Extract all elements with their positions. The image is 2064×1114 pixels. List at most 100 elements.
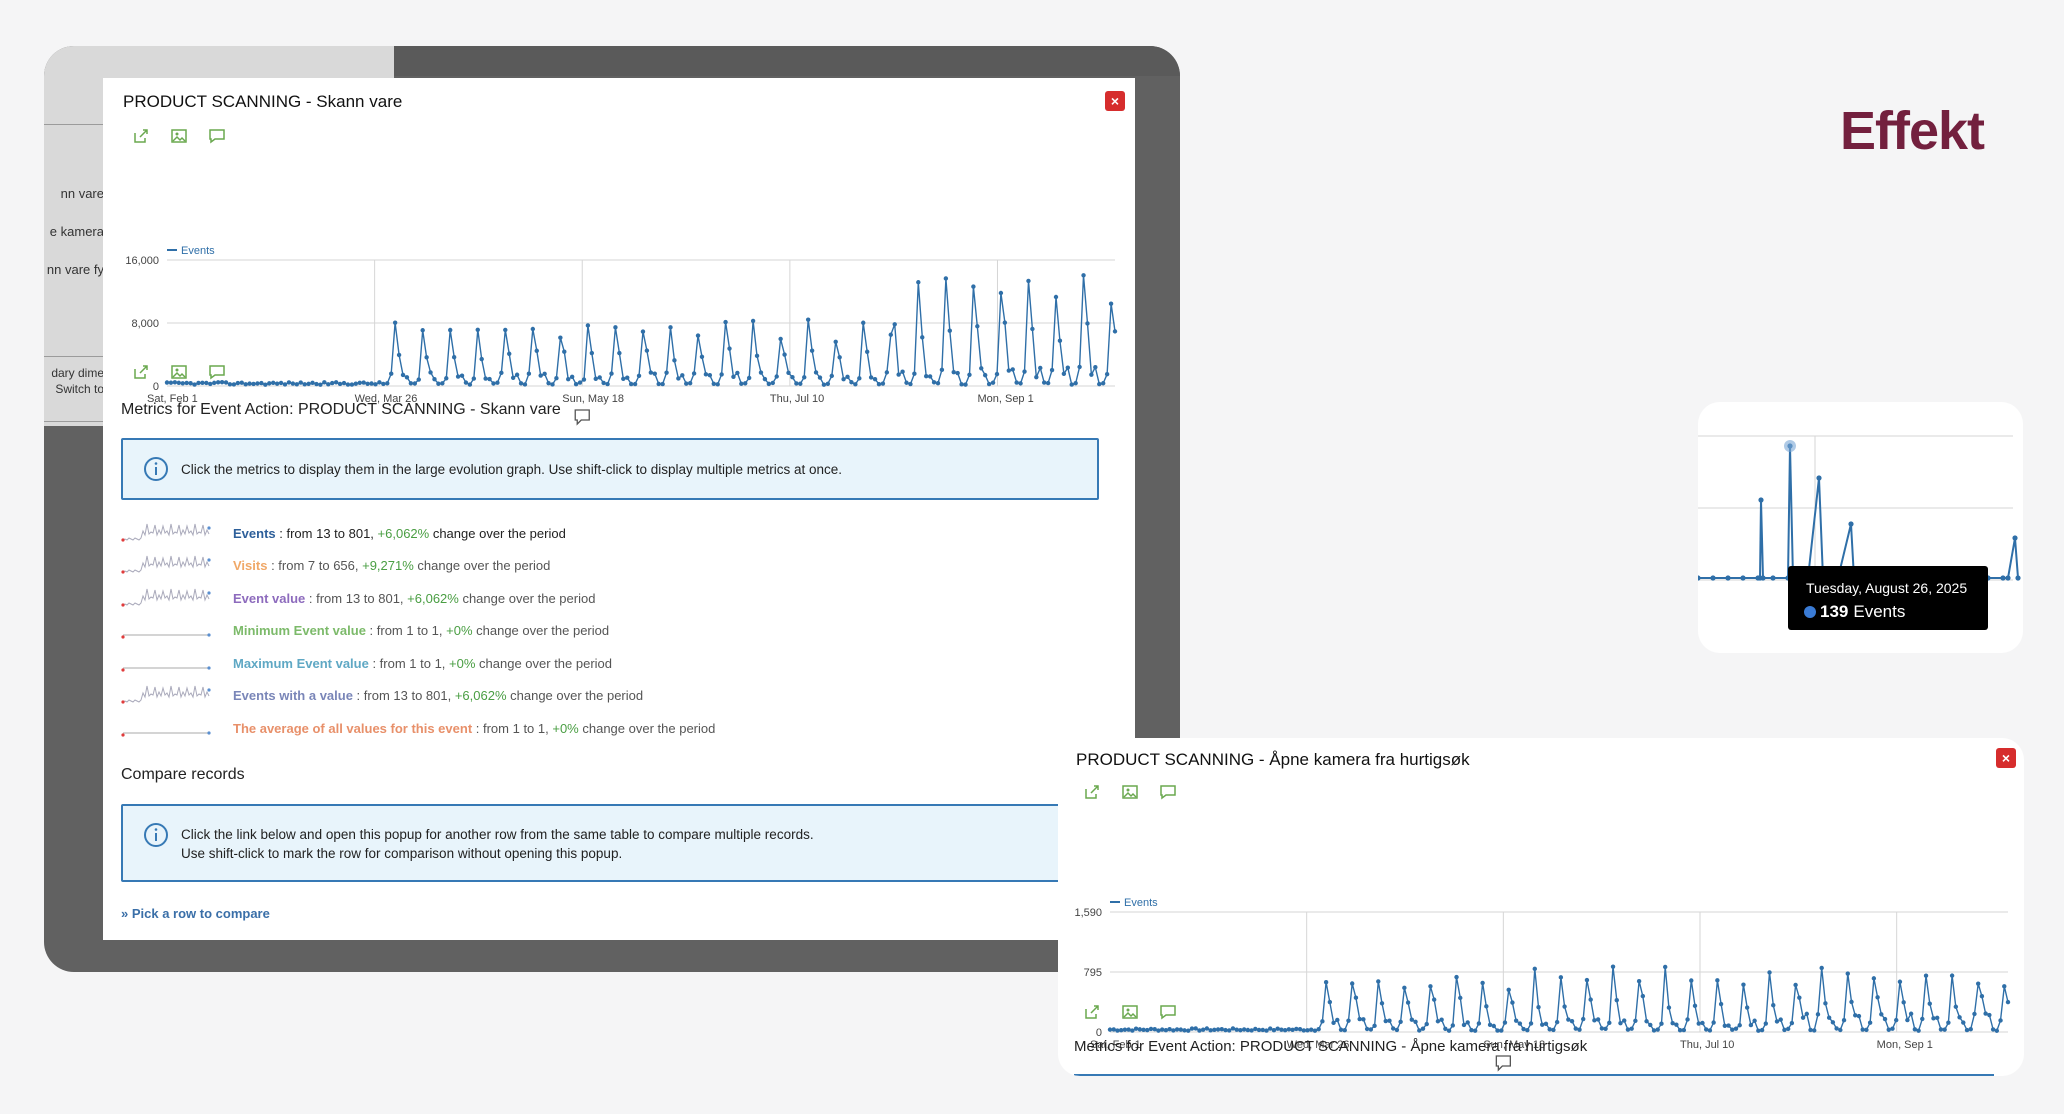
data-point[interactable] bbox=[1045, 380, 1051, 386]
data-point[interactable] bbox=[864, 349, 870, 354]
data-point[interactable] bbox=[695, 333, 701, 338]
data-point[interactable] bbox=[420, 328, 425, 333]
data-point[interactable] bbox=[1171, 1028, 1176, 1033]
close-button[interactable]: × bbox=[1996, 748, 2016, 768]
data-point[interactable] bbox=[192, 382, 197, 387]
data-point[interactable] bbox=[1241, 1027, 1247, 1032]
data-point[interactable] bbox=[786, 370, 791, 376]
data-point[interactable] bbox=[900, 369, 905, 374]
data-point[interactable] bbox=[809, 348, 815, 353]
data-point[interactable] bbox=[1666, 1005, 1672, 1010]
data-point[interactable] bbox=[794, 381, 799, 386]
data-point[interactable] bbox=[1733, 1026, 1739, 1031]
data-point[interactable] bbox=[986, 381, 992, 387]
data-point[interactable] bbox=[208, 381, 213, 387]
data-point[interactable] bbox=[691, 371, 697, 376]
data-point[interactable] bbox=[1808, 1027, 1813, 1033]
data-point[interactable] bbox=[963, 382, 968, 387]
data-point[interactable] bbox=[341, 380, 347, 386]
data-point[interactable] bbox=[546, 380, 551, 386]
data-point[interactable] bbox=[487, 376, 492, 382]
data-point[interactable] bbox=[617, 350, 622, 356]
data-point[interactable] bbox=[774, 374, 779, 379]
data-point[interactable] bbox=[1525, 1027, 1530, 1033]
data-point[interactable] bbox=[1461, 1022, 1467, 1028]
data-point[interactable] bbox=[1797, 995, 1802, 1000]
data-point[interactable] bbox=[1521, 1026, 1526, 1032]
metric-sparkline[interactable] bbox=[121, 617, 211, 643]
data-point[interactable] bbox=[1081, 273, 1086, 278]
data-point[interactable] bbox=[601, 380, 606, 386]
data-point[interactable] bbox=[1320, 1019, 1325, 1024]
data-point[interactable] bbox=[652, 371, 657, 376]
data-point[interactable] bbox=[1034, 374, 1039, 380]
data-point[interactable] bbox=[1364, 1026, 1370, 1032]
data-point[interactable] bbox=[1387, 1018, 1392, 1023]
data-point[interactable] bbox=[538, 373, 543, 378]
data-point[interactable] bbox=[1994, 1028, 2000, 1033]
data-point[interactable] bbox=[1305, 1028, 1310, 1033]
data-point[interactable] bbox=[1480, 980, 1485, 986]
data-point[interactable] bbox=[1376, 979, 1381, 984]
data-point[interactable] bbox=[589, 350, 595, 356]
data-point[interactable] bbox=[975, 324, 980, 329]
data-point[interactable] bbox=[778, 336, 783, 342]
data-point[interactable] bbox=[345, 382, 351, 387]
data-point[interactable] bbox=[1368, 1027, 1374, 1032]
data-point[interactable] bbox=[1245, 1027, 1251, 1033]
data-point[interactable] bbox=[1864, 1027, 1869, 1033]
data-point[interactable] bbox=[632, 381, 638, 387]
data-point[interactable] bbox=[790, 374, 795, 380]
data-point[interactable] bbox=[1112, 329, 1118, 334]
data-point[interactable] bbox=[935, 381, 941, 386]
data-point[interactable] bbox=[1390, 1026, 1396, 1031]
data-point[interactable] bbox=[1108, 301, 1114, 306]
data-point[interactable] bbox=[1614, 997, 1619, 1003]
data-point[interactable] bbox=[1547, 1027, 1552, 1032]
data-point[interactable] bbox=[1204, 1026, 1210, 1031]
data-point[interactable] bbox=[1692, 1003, 1698, 1009]
data-point[interactable] bbox=[412, 381, 418, 386]
metric-sparkline[interactable] bbox=[121, 650, 211, 676]
data-point[interactable] bbox=[1057, 338, 1063, 343]
data-point[interactable] bbox=[408, 381, 414, 386]
data-point[interactable] bbox=[1979, 993, 1985, 999]
data-point[interactable] bbox=[2005, 999, 2011, 1005]
data-point[interactable] bbox=[802, 375, 807, 380]
data-point[interactable] bbox=[1219, 1026, 1224, 1032]
data-point[interactable] bbox=[1010, 367, 1015, 372]
data-point[interactable] bbox=[1038, 365, 1043, 371]
data-point[interactable] bbox=[1428, 984, 1433, 989]
data-point[interactable] bbox=[290, 381, 296, 386]
data-point[interactable] bbox=[1073, 380, 1078, 386]
data-point[interactable] bbox=[770, 380, 775, 386]
data-point[interactable] bbox=[1886, 1027, 1891, 1032]
data-point[interactable] bbox=[1935, 1015, 1940, 1021]
data-point[interactable] bbox=[1644, 1019, 1649, 1024]
data-point[interactable] bbox=[1137, 1027, 1143, 1032]
data-point[interactable] bbox=[326, 382, 331, 387]
data-point[interactable] bbox=[1789, 1020, 1795, 1026]
data-point[interactable] bbox=[837, 355, 842, 360]
data-point[interactable] bbox=[1335, 1017, 1340, 1023]
image-icon[interactable] bbox=[1120, 1002, 1140, 1022]
data-point[interactable] bbox=[735, 370, 740, 376]
data-point[interactable] bbox=[1093, 365, 1098, 370]
data-point[interactable] bbox=[510, 375, 516, 381]
data-point[interactable] bbox=[1782, 1027, 1787, 1033]
data-point[interactable] bbox=[1417, 1028, 1422, 1033]
data-point[interactable] bbox=[507, 351, 512, 356]
close-button[interactable]: × bbox=[1105, 91, 1125, 111]
data-point[interactable] bbox=[1499, 1028, 1504, 1033]
data-point[interactable] bbox=[1964, 1027, 1970, 1033]
data-point[interactable] bbox=[231, 382, 237, 387]
data-point[interactable] bbox=[1834, 1026, 1839, 1031]
data-point[interactable] bbox=[251, 381, 256, 387]
data-point[interactable] bbox=[920, 335, 925, 340]
highlighted-point[interactable] bbox=[1784, 440, 1796, 452]
data-point[interactable] bbox=[1065, 365, 1070, 370]
export-icon[interactable] bbox=[1082, 782, 1102, 802]
data-point[interactable] bbox=[1402, 985, 1407, 991]
data-point[interactable] bbox=[404, 375, 410, 380]
data-point[interactable] bbox=[2012, 535, 2018, 541]
